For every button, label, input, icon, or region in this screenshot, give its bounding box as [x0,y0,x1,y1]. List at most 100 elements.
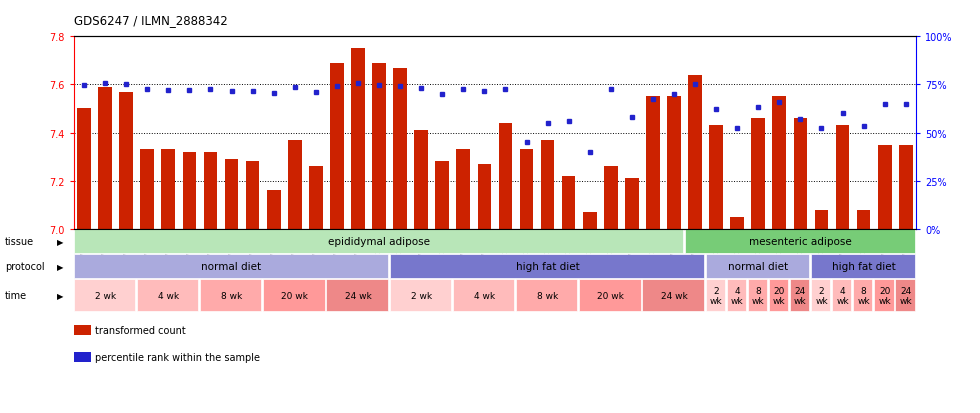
Bar [330,64,344,229]
Text: 2 wk: 2 wk [94,291,116,300]
Bar [790,280,809,311]
Bar [899,145,912,229]
Bar [604,167,617,229]
Bar [288,140,302,229]
Bar [748,280,767,311]
Text: ▶: ▶ [57,237,64,246]
Bar [730,217,744,229]
Text: high fat diet: high fat diet [515,262,579,272]
Bar [646,97,660,229]
Bar [453,280,514,311]
Bar [457,150,470,229]
Bar [74,280,135,311]
Text: tissue: tissue [5,237,34,247]
Bar [794,119,808,229]
Text: 20
wk: 20 wk [878,286,891,305]
Bar [477,164,491,229]
Bar [77,109,91,229]
Text: 8
wk: 8 wk [858,286,870,305]
Text: 4 wk: 4 wk [158,291,179,300]
Bar [499,123,513,229]
Text: percentile rank within the sample: percentile rank within the sample [95,352,260,362]
Text: 8 wk: 8 wk [537,291,559,300]
Bar [137,280,198,311]
Text: 4 wk: 4 wk [473,291,495,300]
Bar [519,150,533,229]
Bar [625,179,639,229]
Bar [390,280,451,311]
Bar [74,255,388,279]
Bar [579,280,641,311]
Text: 24 wk: 24 wk [345,291,371,300]
Bar [874,280,894,311]
Bar [98,88,112,229]
Bar [832,280,852,311]
Text: 2
wk: 2 wk [815,286,828,305]
Bar [752,119,765,229]
Text: 20
wk: 20 wk [773,286,786,305]
Bar [811,280,830,311]
Bar [727,280,746,311]
Text: 24
wk: 24 wk [900,286,912,305]
Bar [516,280,577,311]
Bar [706,280,725,311]
Bar [182,152,196,229]
Text: 8
wk: 8 wk [752,286,764,305]
Bar [351,49,365,229]
Bar [896,280,914,311]
Text: high fat diet: high fat diet [832,262,896,272]
Bar [263,280,324,311]
Bar [772,97,786,229]
Bar [372,64,386,229]
Bar [685,230,914,254]
Bar [200,280,262,311]
Bar [390,255,704,279]
Text: normal diet: normal diet [202,262,262,272]
Text: normal diet: normal diet [728,262,788,272]
Text: protocol: protocol [5,262,44,272]
Text: epididymal adipose: epididymal adipose [328,237,430,247]
Bar [769,280,788,311]
Bar [583,212,597,229]
Text: 20 wk: 20 wk [281,291,308,300]
Bar [706,255,809,279]
Bar [162,150,175,229]
Text: 4
wk: 4 wk [731,286,744,305]
Bar [643,280,704,311]
Bar [415,131,428,229]
Bar [224,159,238,229]
Bar [74,230,683,254]
Text: GDS6247 / ILMN_2888342: GDS6247 / ILMN_2888342 [74,14,227,27]
Text: 2 wk: 2 wk [411,291,432,300]
Bar [857,210,870,229]
Bar [688,76,702,229]
Bar [326,280,388,311]
Text: ▶: ▶ [57,262,64,271]
Bar [267,191,280,229]
Text: 24 wk: 24 wk [661,291,687,300]
Text: transformed count: transformed count [95,325,186,335]
Bar [562,176,575,229]
Text: 20 wk: 20 wk [598,291,624,300]
Bar [811,255,914,279]
Text: ▶: ▶ [57,291,64,300]
Text: 24
wk: 24 wk [794,286,807,305]
Text: 8 wk: 8 wk [220,291,242,300]
Bar [309,167,322,229]
Bar [667,97,681,229]
Bar [878,145,892,229]
Bar [710,126,723,229]
Bar [120,93,133,229]
Text: 4
wk: 4 wk [836,286,849,305]
Bar [854,280,872,311]
Text: mesenteric adipose: mesenteric adipose [749,237,852,247]
Text: 2
wk: 2 wk [710,286,722,305]
Bar [246,162,260,229]
Bar [814,210,828,229]
Bar [393,69,407,229]
Bar [204,152,218,229]
Bar [435,162,449,229]
Bar [836,126,850,229]
Bar [541,140,555,229]
Bar [140,150,154,229]
